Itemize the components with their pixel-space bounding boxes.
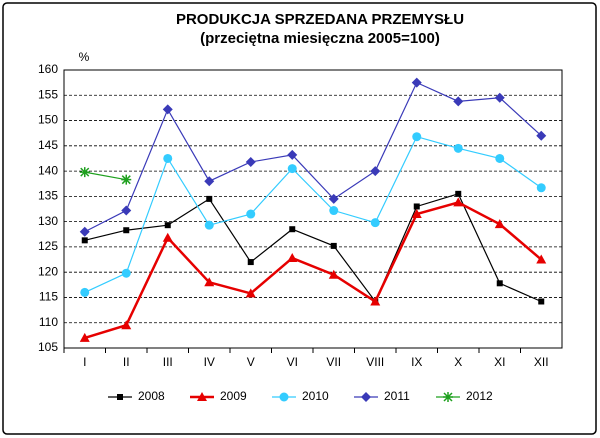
- marker: [204, 220, 214, 230]
- x-tick-label: III: [163, 355, 173, 369]
- series-line: [84, 81, 542, 233]
- x-tick-label: VIII: [366, 355, 384, 369]
- x-tick-label: VI: [287, 355, 298, 369]
- series-line: [84, 136, 542, 293]
- chart-title: PRODUKCJA SPRZEDANA PRZEMYSŁU: [176, 11, 464, 28]
- y-tick-label: 160: [38, 62, 58, 76]
- marker: [453, 143, 463, 153]
- y-tick-label: 120: [38, 264, 58, 278]
- marker: [411, 209, 422, 219]
- marker: [121, 205, 132, 216]
- y-tick-label: 105: [38, 340, 58, 354]
- marker: [123, 227, 130, 234]
- marker: [329, 206, 339, 216]
- marker: [361, 392, 371, 402]
- series-line: [84, 193, 542, 303]
- marker: [79, 332, 90, 342]
- marker: [536, 183, 546, 193]
- y-tick-label: 150: [38, 113, 58, 127]
- marker: [496, 280, 503, 287]
- marker: [204, 176, 215, 187]
- marker: [538, 298, 545, 305]
- x-tick-label: XI: [494, 355, 505, 369]
- marker: [79, 226, 90, 237]
- marker: [246, 209, 256, 219]
- x-tick-label: XII: [534, 355, 549, 369]
- chart-subtitle: (przeciętna miesięczna 2005=100): [200, 30, 440, 47]
- marker: [453, 197, 464, 207]
- marker: [328, 269, 339, 279]
- marker: [80, 287, 90, 297]
- x-tick-label: V: [247, 355, 255, 369]
- x-tick-label: X: [454, 355, 462, 369]
- marker: [79, 167, 90, 178]
- marker: [162, 104, 173, 115]
- legend-label: 2009: [220, 389, 247, 403]
- x-tick-label: II: [123, 355, 130, 369]
- legend-label: 2010: [302, 389, 329, 403]
- y-axis-label: %: [79, 50, 90, 64]
- y-tick-label: 135: [38, 189, 58, 203]
- x-tick-label: IV: [204, 355, 215, 369]
- marker: [411, 77, 422, 88]
- marker: [495, 153, 505, 163]
- marker: [370, 218, 380, 228]
- marker: [370, 296, 381, 306]
- marker: [494, 92, 505, 103]
- marker: [279, 392, 289, 402]
- marker: [330, 242, 337, 249]
- marker: [443, 392, 453, 402]
- marker: [121, 174, 132, 185]
- y-tick-label: 110: [39, 315, 58, 329]
- legend-label: 2012: [466, 389, 493, 403]
- y-tick-label: 140: [38, 163, 58, 177]
- marker: [536, 130, 547, 141]
- y-tick-label: 125: [38, 239, 58, 253]
- series-line: [84, 201, 543, 340]
- marker: [455, 190, 462, 197]
- legend-label: 2011: [384, 389, 410, 403]
- marker: [289, 226, 296, 233]
- marker: [287, 253, 298, 263]
- x-tick-label: IX: [411, 355, 422, 369]
- series-line: [84, 171, 127, 181]
- marker: [81, 237, 88, 244]
- marker: [206, 195, 213, 202]
- marker: [204, 277, 215, 287]
- marker: [162, 232, 173, 242]
- x-tick-label: I: [83, 355, 86, 369]
- marker: [164, 222, 171, 229]
- marker: [121, 268, 131, 278]
- y-tick-label: 115: [39, 290, 58, 304]
- marker: [413, 203, 420, 210]
- marker: [245, 156, 256, 167]
- marker: [121, 320, 132, 330]
- marker: [453, 96, 464, 107]
- y-tick-label: 155: [38, 87, 58, 101]
- marker: [197, 392, 207, 401]
- legend-label: 2008: [138, 389, 165, 403]
- marker: [287, 149, 298, 160]
- marker: [328, 193, 339, 204]
- marker: [494, 219, 505, 229]
- marker: [412, 132, 422, 142]
- marker: [117, 394, 123, 400]
- y-tick-label: 130: [38, 214, 58, 228]
- marker: [247, 259, 254, 266]
- x-tick-label: VII: [326, 355, 341, 369]
- marker: [163, 153, 173, 163]
- marker: [536, 254, 547, 264]
- marker: [370, 166, 381, 177]
- marker: [287, 164, 297, 174]
- marker: [245, 288, 256, 298]
- y-tick-label: 145: [38, 138, 58, 152]
